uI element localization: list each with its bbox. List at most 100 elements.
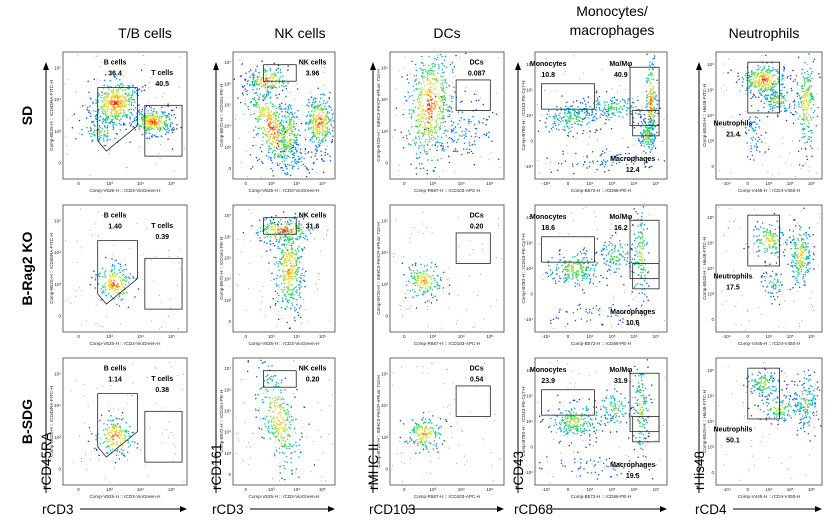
event-dot <box>796 112 798 114</box>
event-dot <box>129 111 132 114</box>
event-dot <box>286 167 288 170</box>
event-dot <box>758 127 760 129</box>
event-dot <box>297 158 300 160</box>
event-dot <box>806 70 809 73</box>
event-dot <box>135 123 138 126</box>
event-dot <box>297 161 300 164</box>
event-dot <box>771 98 774 100</box>
event-dot <box>766 78 768 80</box>
event-dot <box>113 259 116 262</box>
event-dot <box>281 75 284 77</box>
event-dot <box>267 86 269 88</box>
event-dot <box>155 121 158 123</box>
event-dot <box>120 104 123 106</box>
event-dot <box>300 232 302 234</box>
event-dot <box>579 78 581 80</box>
event-dot <box>147 110 149 112</box>
event-dot <box>757 72 760 75</box>
event-dot <box>430 81 432 83</box>
event-dot <box>811 70 814 73</box>
event-dot <box>125 93 127 95</box>
event-dot <box>649 130 651 133</box>
event-dot <box>288 121 291 123</box>
event-dot <box>754 80 756 82</box>
event-dot <box>577 123 580 125</box>
event-dot <box>764 151 767 153</box>
event-dot <box>652 118 654 121</box>
event-dot <box>271 226 274 228</box>
y-tick-label: 10⁴ <box>224 124 231 129</box>
event-dot <box>109 111 112 113</box>
event-dot <box>284 115 286 118</box>
event-dot <box>271 114 273 116</box>
event-dot <box>127 276 130 278</box>
event-dot <box>102 119 104 121</box>
event-dot <box>275 135 277 137</box>
event-dot <box>736 80 739 82</box>
event-dot <box>255 91 258 94</box>
event-dot <box>321 127 323 130</box>
event-dot <box>651 75 653 77</box>
event-dot <box>180 126 182 129</box>
event-dot <box>761 55 763 57</box>
event-dot <box>651 100 654 103</box>
event-dot <box>269 135 272 138</box>
event-dot <box>783 110 786 113</box>
event-dot <box>748 85 751 88</box>
event-dot <box>758 126 760 128</box>
event-dot <box>116 90 119 93</box>
event-dot <box>768 71 771 74</box>
event-dot <box>113 284 116 286</box>
event-dot <box>302 233 304 235</box>
event-dot <box>487 136 490 138</box>
event-dot <box>434 120 437 123</box>
event-dot <box>171 131 174 134</box>
event-dot <box>433 170 435 172</box>
event-dot <box>289 148 291 150</box>
event-dot <box>421 115 424 117</box>
event-dot <box>816 115 819 118</box>
event-dot <box>325 112 328 115</box>
event-dot <box>108 288 111 291</box>
event-dot <box>770 82 773 84</box>
event-dot <box>140 129 142 131</box>
event-dot <box>259 93 261 95</box>
event-dot <box>436 124 438 127</box>
event-dot <box>280 121 282 123</box>
event-dot <box>283 136 285 138</box>
event-dot <box>807 130 810 132</box>
event-dot <box>753 85 756 88</box>
event-dot <box>122 89 124 91</box>
event-dot <box>291 133 293 136</box>
event-dot <box>95 114 98 116</box>
event-dot <box>444 129 447 132</box>
event-dot <box>460 116 462 119</box>
event-dot <box>102 109 104 111</box>
event-dot <box>316 133 319 135</box>
event-dot <box>266 242 268 244</box>
event-dot <box>797 93 800 95</box>
event-dot <box>305 270 307 273</box>
event-dot <box>75 295 77 297</box>
event-dot <box>130 108 133 111</box>
event-dot <box>88 91 90 93</box>
event-dot <box>440 136 443 138</box>
event-dot <box>282 228 284 231</box>
event-dot <box>605 118 607 121</box>
event-dot <box>429 108 431 111</box>
event-dot <box>125 275 127 278</box>
event-dot <box>424 150 426 153</box>
x-tick-label: 10⁵ <box>609 181 616 186</box>
event-dot <box>276 120 278 122</box>
event-dot <box>109 85 111 87</box>
event-dot <box>753 130 756 132</box>
event-dot <box>160 128 162 131</box>
event-dot <box>293 116 296 119</box>
event-dot <box>129 124 132 127</box>
event-dot <box>776 100 779 102</box>
event-dot <box>297 133 299 136</box>
event-dot <box>639 132 642 134</box>
event-dot <box>786 77 789 79</box>
event-dot <box>285 140 287 142</box>
